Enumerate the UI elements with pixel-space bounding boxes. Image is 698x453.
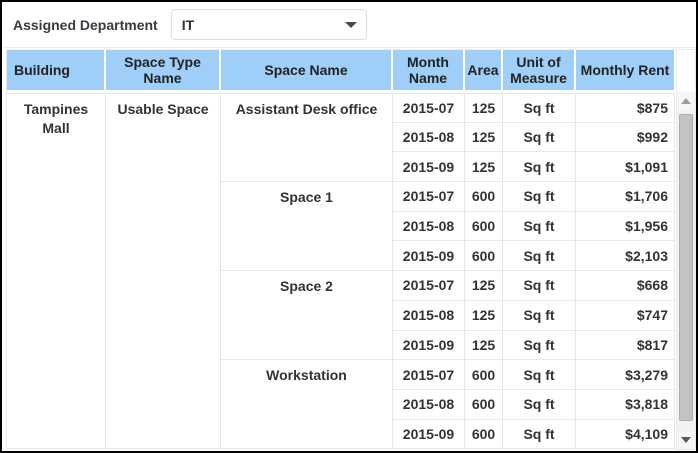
- month-cell: 2015-08: [393, 211, 465, 242]
- header-building: Building: [7, 50, 106, 93]
- space-type-cell: Usable Space: [106, 93, 221, 450]
- scrollbar-track[interactable]: [677, 110, 695, 431]
- month-cell: 2015-07: [393, 271, 465, 301]
- rent-cell: $668: [576, 271, 675, 301]
- filter-bar: Assigned Department IT: [2, 2, 696, 48]
- triangle-down-icon: [681, 437, 691, 443]
- rent-cell: $1,956: [576, 211, 675, 242]
- chevron-down-icon: [344, 21, 357, 28]
- uom-cell: Sq ft: [503, 122, 576, 153]
- space-name-cell: Assistant Desk office: [221, 93, 393, 183]
- table-row: 2015-08 600 Sq ft $3,818: [7, 389, 675, 420]
- rent-report-table: Building Space Type Name Space Name Mont…: [6, 49, 675, 450]
- assigned-department-value: IT: [181, 16, 195, 33]
- space-name-cell: Space 1: [221, 182, 393, 272]
- triangle-up-icon: [681, 98, 691, 104]
- assigned-department-select[interactable]: IT: [170, 9, 367, 40]
- area-cell: 125: [465, 300, 503, 331]
- area-cell: 600: [465, 182, 503, 212]
- rent-cell: $3,279: [576, 360, 675, 390]
- space-name-cell: Space 2: [221, 271, 393, 361]
- assigned-department-label: Assigned Department: [13, 16, 158, 33]
- uom-cell: Sq ft: [503, 182, 576, 212]
- space-name-cell: Workstation: [221, 360, 393, 450]
- table-row: Space 2 2015-07 125 Sq ft $668: [7, 271, 675, 361]
- rent-cell: $992: [576, 122, 675, 153]
- header-row: Building Space Type Name Space Name Mont…: [7, 50, 675, 93]
- uom-cell: Sq ft: [503, 211, 576, 242]
- month-cell: 2015-08: [393, 122, 465, 153]
- month-cell: 2015-07: [393, 360, 465, 390]
- rent-cell: $1,091: [576, 152, 675, 183]
- month-cell: 2015-07: [393, 93, 465, 123]
- month-cell: 2015-07: [393, 182, 465, 212]
- header-area: Area: [465, 50, 503, 93]
- month-cell: 2015-09: [393, 330, 465, 361]
- area-cell: 125: [465, 152, 503, 183]
- rent-cell: $747: [576, 300, 675, 331]
- area-cell: 125: [465, 330, 503, 361]
- uom-cell: Sq ft: [503, 389, 576, 420]
- uom-cell: Sq ft: [503, 330, 576, 361]
- month-cell: 2015-08: [393, 389, 465, 420]
- scrollbar-thumb[interactable]: [679, 114, 693, 421]
- area-cell: 600: [465, 241, 503, 272]
- month-cell: 2015-09: [393, 241, 465, 272]
- table-row: Space 1 2015-07 600 Sq ft $1,706: [7, 182, 675, 272]
- table-row: 2015-09 600 Sq ft $2,103: [7, 241, 675, 272]
- rent-cell: $4,109: [576, 419, 675, 450]
- area-cell: 125: [465, 122, 503, 153]
- uom-cell: Sq ft: [503, 300, 576, 331]
- area-cell: 125: [465, 93, 503, 123]
- header-month-name: Month Name: [393, 50, 465, 93]
- table-row: 2015-09 125 Sq ft $817: [7, 330, 675, 361]
- header-space-name: Space Name: [221, 50, 393, 93]
- area-cell: 600: [465, 360, 503, 390]
- uom-cell: Sq ft: [503, 152, 576, 183]
- rent-cell: $3,818: [576, 389, 675, 420]
- scroll-up-button[interactable]: [677, 92, 695, 110]
- header-monthly-rent: Monthly Rent: [576, 50, 675, 93]
- rent-cell: $875: [576, 93, 675, 123]
- header-space-type-name: Space Type Name: [106, 50, 221, 93]
- scrollbar-track-area: [677, 92, 695, 449]
- month-cell: 2015-08: [393, 300, 465, 331]
- uom-cell: Sq ft: [503, 271, 576, 301]
- scroll-down-button[interactable]: [677, 431, 695, 449]
- rent-cell: $1,706: [576, 182, 675, 212]
- table-row: 2015-08 125 Sq ft $747: [7, 300, 675, 331]
- table-row: 2015-08 125 Sq ft $992: [7, 122, 675, 153]
- table-row: 2015-09 125 Sq ft $1,091: [7, 152, 675, 183]
- table-row: Tampines Mall Usable Space Assistant Des…: [7, 93, 675, 450]
- area-cell: 125: [465, 271, 503, 301]
- area-cell: 600: [465, 211, 503, 242]
- building-cell: Tampines Mall: [7, 93, 106, 450]
- area-cell: 600: [465, 419, 503, 450]
- uom-cell: Sq ft: [503, 241, 576, 272]
- month-cell: 2015-09: [393, 152, 465, 183]
- header-unit-of-measure: Unit of Measure: [503, 50, 576, 93]
- uom-cell: Sq ft: [503, 419, 576, 450]
- area-cell: 600: [465, 389, 503, 420]
- vertical-scrollbar: [676, 49, 696, 450]
- rent-report-table-container: Building Space Type Name Space Name Mont…: [6, 49, 675, 450]
- rent-cell: $2,103: [576, 241, 675, 272]
- uom-cell: Sq ft: [503, 360, 576, 390]
- table-row: Workstation 2015-07 600 Sq ft $3,279: [7, 360, 675, 450]
- month-cell: 2015-09: [393, 419, 465, 450]
- uom-cell: Sq ft: [503, 93, 576, 123]
- table-row: 2015-09 600 Sq ft $4,109: [7, 419, 675, 450]
- table-row: 2015-08 600 Sq ft $1,956: [7, 211, 675, 242]
- rent-cell: $817: [576, 330, 675, 361]
